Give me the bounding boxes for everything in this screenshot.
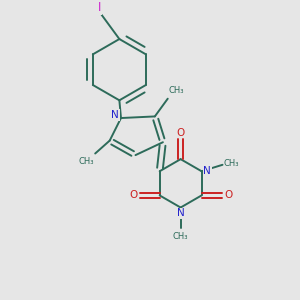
Text: CH₃: CH₃ bbox=[224, 159, 239, 168]
Text: N: N bbox=[203, 166, 211, 176]
Text: O: O bbox=[129, 190, 137, 200]
Text: O: O bbox=[176, 128, 185, 138]
Text: CH₃: CH₃ bbox=[173, 232, 188, 241]
Text: O: O bbox=[224, 190, 232, 200]
Text: I: I bbox=[98, 1, 102, 14]
Text: CH₃: CH₃ bbox=[168, 86, 184, 95]
Text: N: N bbox=[111, 110, 119, 120]
Text: N: N bbox=[177, 208, 184, 218]
Text: CH₃: CH₃ bbox=[78, 157, 94, 166]
